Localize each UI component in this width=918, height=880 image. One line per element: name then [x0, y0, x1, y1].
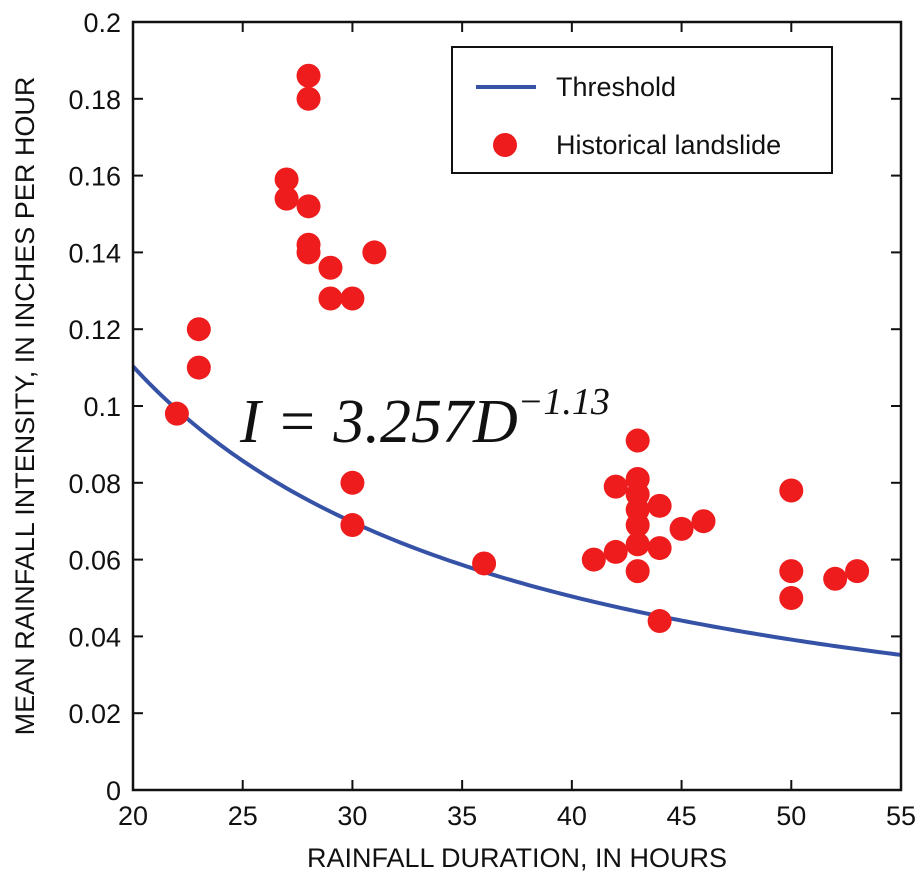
- legend-box: [451, 46, 833, 174]
- landslide-point: [647, 609, 672, 634]
- landslide-point: [340, 470, 365, 495]
- y-tick-label: 0.1: [83, 392, 121, 422]
- landslide-point: [186, 317, 211, 342]
- landslide-point: [669, 516, 694, 541]
- landslide-point: [779, 586, 804, 610]
- landslide-point: [647, 536, 672, 561]
- y-tick-label: 0: [106, 776, 121, 806]
- y-tick-label: 0.06: [68, 546, 121, 576]
- landslide-point: [603, 539, 628, 564]
- landslide-point: [779, 559, 804, 584]
- legend-threshold-label: Threshold: [556, 72, 676, 102]
- x-axis-ticks: 20 25 30 35 40 45 50 55: [118, 22, 916, 831]
- landslide-point: [581, 547, 606, 572]
- landslide-point: [625, 428, 650, 453]
- landslide-point: [296, 194, 321, 219]
- landslide-point: [603, 474, 628, 499]
- landslide-point: [296, 240, 321, 265]
- y-tick-label: 0.04: [68, 622, 121, 652]
- legend-landslide-label: Historical landslide: [556, 130, 781, 160]
- landslide-point: [318, 255, 343, 280]
- y-tick-label: 0.08: [68, 469, 121, 499]
- x-tick-label: 40: [557, 801, 587, 831]
- x-tick-label: 55: [886, 801, 916, 831]
- equation-exponent: −1.13: [518, 381, 610, 423]
- legend: Threshold Historical landslide: [451, 46, 833, 174]
- x-tick-label: 25: [228, 801, 258, 831]
- y-axis-label: MEAN RAINFALL INTENSITY, IN INCHES PER H…: [10, 77, 40, 736]
- landslide-point: [186, 355, 211, 380]
- y-tick-label: 0.2: [83, 8, 121, 38]
- y-tick-label: 0.12: [68, 315, 121, 345]
- landslide-point: [779, 478, 804, 503]
- landslide-point: [340, 286, 365, 311]
- chart-marks: [131, 63, 902, 657]
- landslide-point: [625, 513, 650, 538]
- landslide-point: [625, 532, 650, 557]
- y-tick-label: 0.16: [68, 162, 121, 192]
- x-tick-label: 20: [118, 801, 148, 831]
- y-axis-ticks: 0 0.02 0.04 0.06 0.08 0.1 0.12 0.14 0.16 0.18 0.2: [68, 8, 901, 806]
- threshold-line: [131, 365, 902, 657]
- x-tick-label: 45: [667, 801, 697, 831]
- landslide-point: [691, 509, 716, 534]
- landslide-point: [274, 186, 299, 211]
- landslide-point: [845, 559, 870, 584]
- y-tick-label: 0.14: [68, 238, 121, 268]
- landslide-point: [340, 513, 365, 538]
- landslide-point: [164, 401, 189, 426]
- landslide-point: [362, 240, 387, 265]
- x-tick-label: 35: [447, 801, 477, 831]
- x-axis-label: RAINFALL DURATION, IN HOURS: [307, 843, 727, 873]
- y-tick-label: 0.18: [68, 85, 121, 115]
- equation-base: I = 3.257D: [239, 388, 518, 456]
- x-tick-label: 30: [337, 801, 367, 831]
- y-tick-label: 0.02: [68, 699, 121, 729]
- landslide-point: [647, 493, 672, 518]
- legend-landslide-swatch: [493, 133, 517, 157]
- threshold-equation: I = 3.257D−1.13: [239, 381, 610, 456]
- landslide-point: [318, 286, 343, 311]
- landslide-point: [296, 86, 321, 111]
- landslide-point: [274, 167, 299, 192]
- landslide-point: [296, 63, 321, 88]
- landslide-point: [823, 566, 848, 591]
- landslide-point: [625, 559, 650, 584]
- x-tick-label: 50: [776, 801, 806, 831]
- landslide-point: [472, 551, 497, 576]
